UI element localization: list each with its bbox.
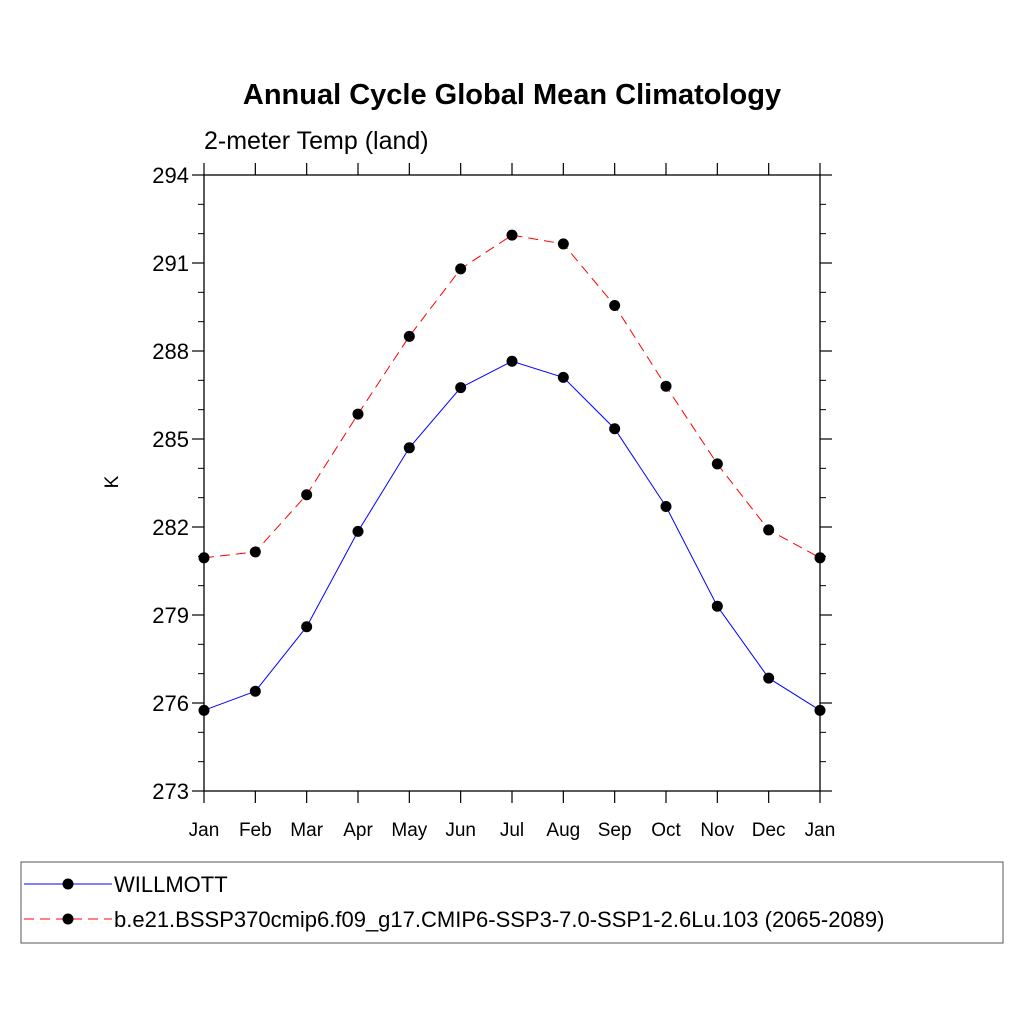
legend-marker-1 — [62, 913, 74, 925]
y-tick-label: 282 — [152, 515, 189, 540]
x-tick-label: Oct — [651, 820, 681, 841]
data-point-s1 — [249, 546, 261, 558]
y-tick-label: 291 — [152, 251, 189, 276]
data-point-s1 — [660, 380, 672, 392]
data-point-s1 — [352, 408, 364, 420]
chart-title: Annual Cycle Global Mean Climatology — [243, 79, 781, 111]
legend-box — [20, 861, 1004, 944]
plot-frame — [203, 174, 821, 792]
legend-label-0: WILLMOTT — [114, 872, 228, 897]
data-point-s0 — [352, 525, 364, 537]
data-point-s1 — [506, 229, 518, 241]
chart-subtitle: 2-meter Temp (land) — [204, 127, 429, 155]
x-tick-label: May — [391, 820, 427, 841]
data-point-s0 — [557, 371, 569, 383]
data-point-s1 — [763, 524, 775, 536]
y-axis-label: K — [102, 475, 123, 488]
x-tick-label: Jul — [500, 820, 524, 841]
x-tick-label: Dec — [752, 820, 786, 841]
data-point-s1 — [609, 300, 621, 312]
data-point-s0 — [609, 423, 621, 435]
x-tick-label: Mar — [290, 820, 323, 841]
x-tick-label: Apr — [343, 820, 373, 841]
x-tick-label: Aug — [546, 820, 580, 841]
x-tick-label: Jan — [189, 820, 220, 841]
data-point-s1 — [557, 238, 569, 250]
data-point-s0 — [403, 442, 415, 454]
legend-marker-0 — [62, 878, 74, 890]
y-tick-label: 294 — [152, 163, 189, 188]
y-tick-label: 279 — [152, 603, 189, 628]
series-line-0 — [203, 360, 821, 711]
data-point-s0 — [506, 355, 518, 367]
series-line-1 — [203, 234, 821, 559]
x-tick-label: Nov — [700, 820, 734, 841]
x-tick-label: Jan — [805, 820, 836, 841]
data-point-s0 — [660, 500, 672, 512]
data-point-s1 — [455, 263, 467, 275]
data-point-s1 — [403, 330, 415, 342]
x-tick-label: Sep — [598, 820, 632, 841]
plot-series — [198, 229, 826, 716]
data-point-s1 — [301, 489, 313, 501]
legend-label-1: b.e21.BSSP370cmip6.f09_g17.CMIP6-SSP3-7.… — [114, 907, 884, 932]
y-tick-label: 273 — [152, 779, 189, 804]
data-point-s0 — [763, 672, 775, 684]
y-tick-label: 288 — [152, 339, 189, 364]
data-point-s0 — [711, 600, 723, 612]
x-tick-label: Jun — [445, 820, 476, 841]
y-tick-label: 276 — [152, 691, 189, 716]
data-point-s0 — [455, 382, 467, 394]
data-point-s0 — [301, 621, 313, 633]
x-tick-label: Feb — [239, 820, 272, 841]
y-tick-label: 285 — [152, 427, 189, 452]
legend: WILLMOTT b.e21.BSSP370cmip6.f09_g17.CMIP6… — [20, 861, 1004, 944]
data-point-s1 — [711, 458, 723, 470]
axes: 273 276 279 282 285 288 291 294 Jan Feb Mar Apr May J… — [152, 163, 835, 841]
data-point-s0 — [249, 685, 261, 697]
